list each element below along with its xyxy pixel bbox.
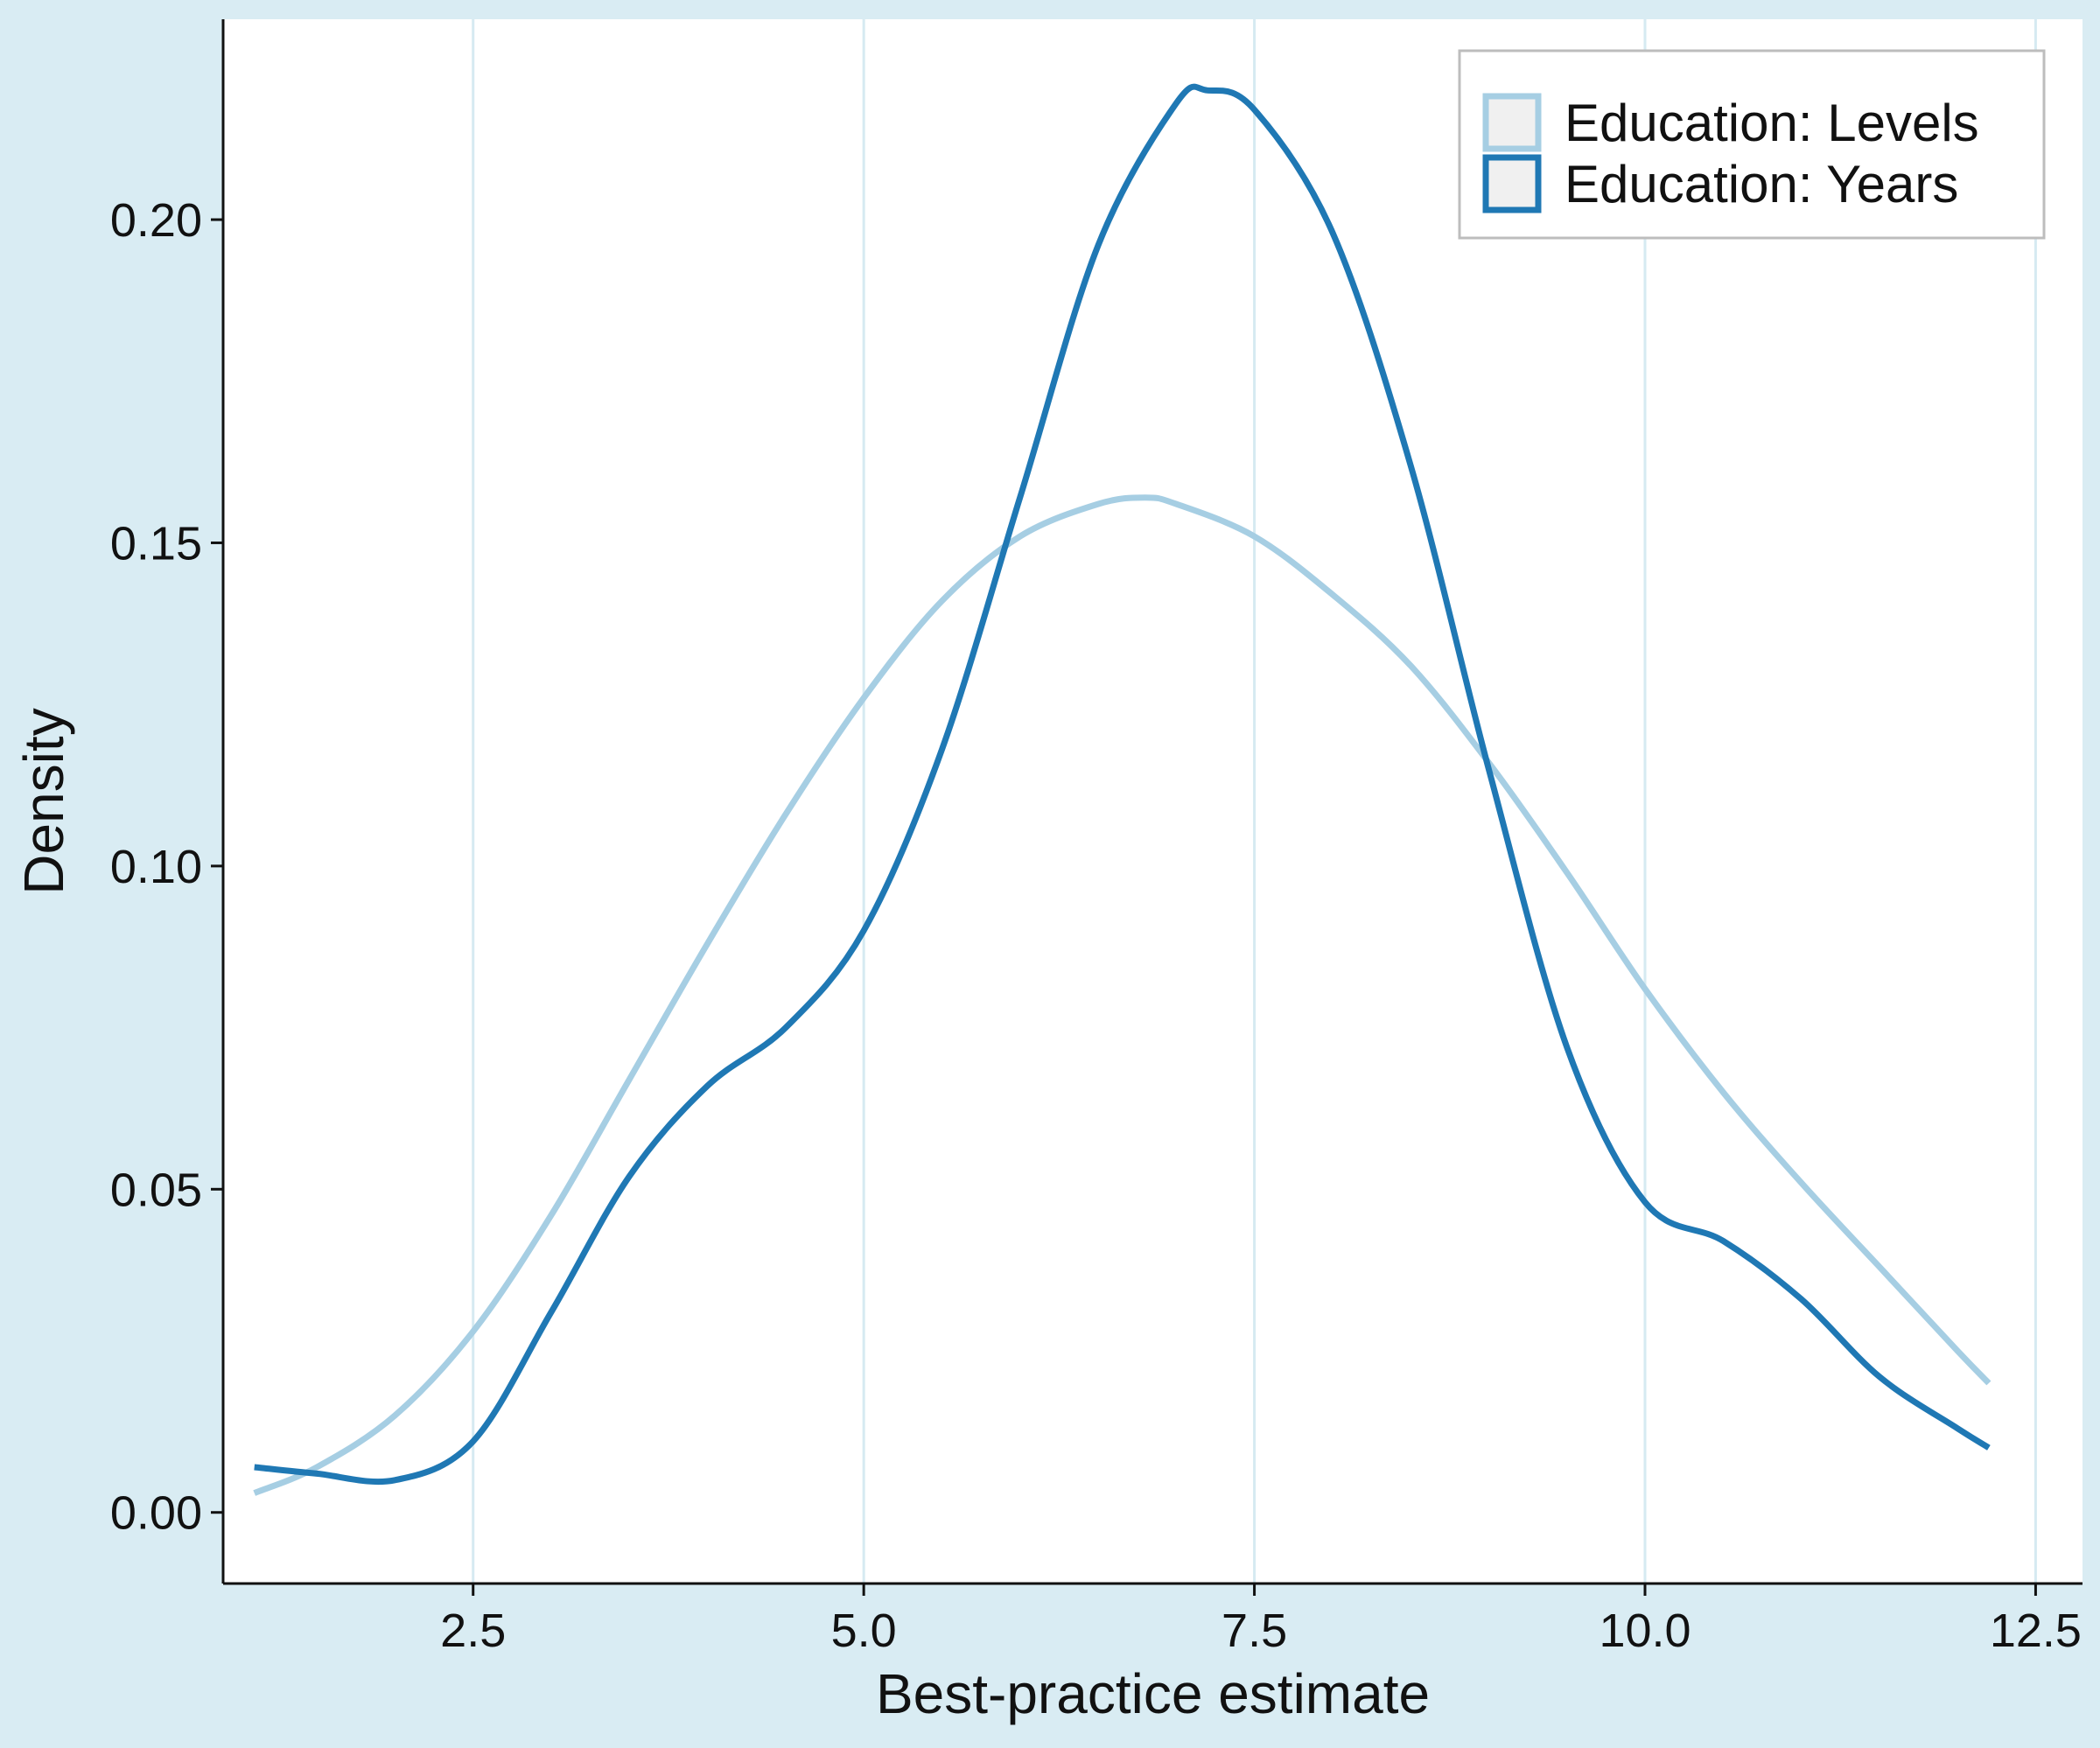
y-tick-label: 0.05 (110, 1164, 202, 1216)
x-tick-label: 2.5 (440, 1605, 506, 1657)
series-lines (253, 83, 1992, 1496)
legend-box (1458, 49, 2046, 240)
plot-panel (223, 19, 2082, 1584)
legend-label-education-levels: Education: Levels (1564, 94, 1979, 152)
y-tick-label: 0.00 (110, 1487, 202, 1540)
y-tick-label: 0.10 (110, 841, 202, 893)
x-tick-label: 7.5 (1222, 1605, 1287, 1657)
series-line-education-levels (253, 494, 1992, 1496)
legend-label-education-years: Education: Years (1564, 155, 1958, 213)
y-tick-label: 0.15 (110, 517, 202, 570)
x-tick-label: 12.5 (1990, 1605, 2082, 1657)
x-tick-label: 5.0 (831, 1605, 897, 1657)
axes: 2.5 5.0 7.5 10.0 12.5 0.00 0.05 0.10 0.15 0.20 (110, 19, 2082, 1657)
x-tick-label: 10.0 (1599, 1605, 1690, 1657)
series-line-education-years (254, 83, 1991, 1486)
y-tick-label: 0.20 (110, 194, 202, 247)
legend-key-education-levels (1482, 93, 1542, 152)
y-axis-title: Density (12, 708, 75, 894)
legend-key-education-years (1482, 154, 1542, 213)
x-axis-title: Best-practice estimate (876, 1662, 1430, 1725)
grid-lines (472, 19, 2037, 1584)
